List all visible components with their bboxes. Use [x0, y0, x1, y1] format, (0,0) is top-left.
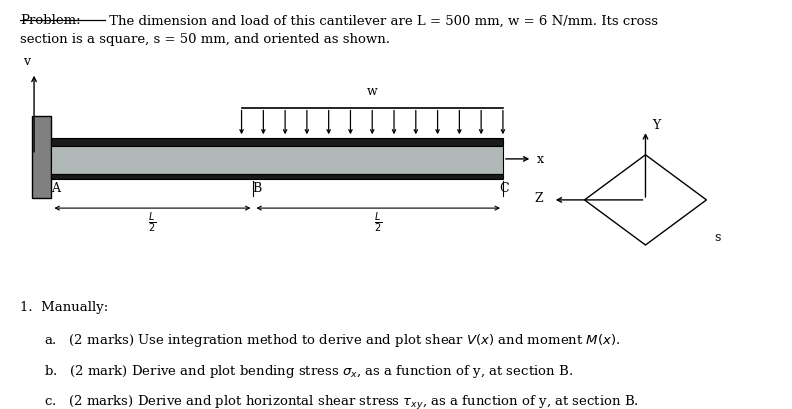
Text: Problem:: Problem: — [20, 14, 81, 27]
Text: 1.  Manually:: 1. Manually: — [20, 301, 108, 314]
Bar — [32, 117, 51, 198]
Text: The dimension and load of this cantilever are L = 500 mm, w = 6 N/mm. Its cross: The dimension and load of this cantileve… — [105, 14, 657, 27]
Text: $\frac{L}{2}$: $\frac{L}{2}$ — [148, 211, 157, 235]
Bar — [51, 146, 503, 174]
Text: v: v — [23, 54, 29, 67]
Text: x: x — [537, 153, 544, 166]
Text: s: s — [714, 231, 721, 244]
Text: b.   (2 mark) Derive and plot bending stress $\sigma_{x}$, as a function of y, a: b. (2 mark) Derive and plot bending stre… — [44, 362, 573, 379]
Text: $\frac{L}{2}$: $\frac{L}{2}$ — [374, 211, 383, 235]
Text: a.   (2 marks) Use integration method to derive and plot shear $V(x)$ and moment: a. (2 marks) Use integration method to d… — [44, 331, 620, 348]
Text: w: w — [367, 85, 378, 98]
Text: Y: Y — [652, 118, 660, 131]
Text: c.   (2 marks) Derive and plot horizontal shear stress $\tau_{xy}$, as a functio: c. (2 marks) Derive and plot horizontal … — [44, 393, 638, 409]
Text: C: C — [499, 182, 508, 195]
Text: section is a square, s = 50 mm, and oriented as shown.: section is a square, s = 50 mm, and orie… — [20, 33, 390, 46]
Text: B: B — [252, 182, 261, 195]
Bar — [51, 139, 503, 146]
Text: A: A — [51, 182, 60, 195]
Bar — [51, 174, 503, 180]
Text: Z: Z — [535, 192, 543, 205]
